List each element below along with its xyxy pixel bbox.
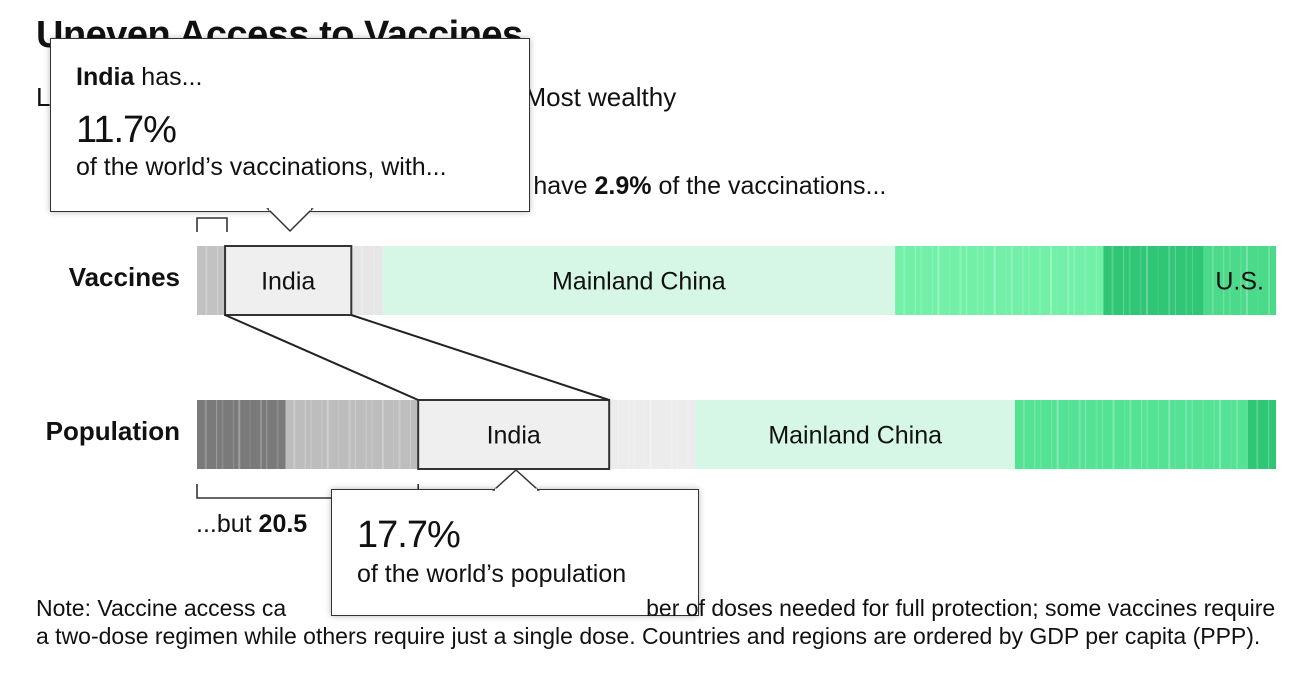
segment-label-vaccines-3: Mainland China xyxy=(552,268,726,296)
bar-segment-population-5 xyxy=(1014,400,1248,469)
bar-segment-population-2 xyxy=(418,400,610,469)
bars-group xyxy=(197,246,1276,469)
annotation-top-value: 2.9% xyxy=(594,172,652,200)
tooltip-top-percent: 11.7% xyxy=(76,109,177,151)
highlight-outline-0 xyxy=(224,245,353,316)
note-rest: vaccines require a two-dose regimen whil… xyxy=(36,595,1276,649)
chart-subtitle: L Most wealthy xyxy=(36,82,676,113)
segment-label-vaccines-1: India xyxy=(261,268,315,296)
connector-line-1 xyxy=(350,314,610,401)
note-line1-right: ber of doses needed for full protection;… xyxy=(646,595,1102,621)
segment-label-population-4: Mainland China xyxy=(768,422,942,450)
note-line1-left: Note: Vaccine access ca xyxy=(36,595,287,621)
annotation-bottom: ...but 20.5 xyxy=(196,510,307,539)
tooltip-india-vaccines: India has... 11.7% of the world’s vaccin… xyxy=(50,38,530,212)
tooltip-top-description: of the world’s vaccinations, with... xyxy=(76,153,447,181)
tooltip-bottom-percent: 17.7% xyxy=(357,514,461,556)
bar-segment-population-4 xyxy=(695,400,1015,469)
subtitle-prefix: L xyxy=(36,82,51,112)
tooltip-top-country-suffix: has... xyxy=(134,63,203,91)
annotation-top-suffix: of the vaccinations... xyxy=(651,172,887,200)
annotation-bottom-value: 20.5 xyxy=(258,510,308,538)
row-label-vaccines: Vaccines xyxy=(68,262,180,292)
bar-segment-population-6 xyxy=(1247,400,1276,469)
annotation-bottom-prefix: ...but xyxy=(196,510,259,538)
bar-segment-vaccines-0 xyxy=(197,246,226,315)
segment-label-vaccines-6: U.S. xyxy=(1215,268,1264,296)
bar-segment-vaccines-3 xyxy=(382,246,896,315)
tooltip-bottom-description: of the world’s population xyxy=(357,560,627,588)
connector-line-0 xyxy=(224,314,419,401)
bar-segment-vaccines-5 xyxy=(1103,246,1204,315)
bracket-top xyxy=(196,217,228,232)
tooltip-top-country: India has... xyxy=(76,63,202,92)
bar-segment-vaccines-2 xyxy=(351,246,383,315)
subtitle-suffix: Most wealthy xyxy=(524,82,677,112)
bar-segment-vaccines-1 xyxy=(225,246,352,315)
annotation-top: es have 2.9% of the vaccinations... xyxy=(500,172,886,201)
bar-segment-population-1 xyxy=(285,400,419,469)
tooltip-top-country-name: India xyxy=(76,63,135,91)
segment-label-population-2: India xyxy=(487,422,541,450)
segment-labels-group: India Mainland China U.S. India Mainland Chi… xyxy=(261,268,1264,450)
bar-segment-population-3 xyxy=(609,400,696,469)
bar-segment-population-0 xyxy=(197,400,286,469)
chart-note: Note: Vaccine access ca ber of doses need… xyxy=(36,594,1286,650)
row-label-population: Population xyxy=(45,416,180,446)
bar-segment-vaccines-6 xyxy=(1203,246,1276,315)
bar-segment-vaccines-4 xyxy=(895,246,1104,315)
